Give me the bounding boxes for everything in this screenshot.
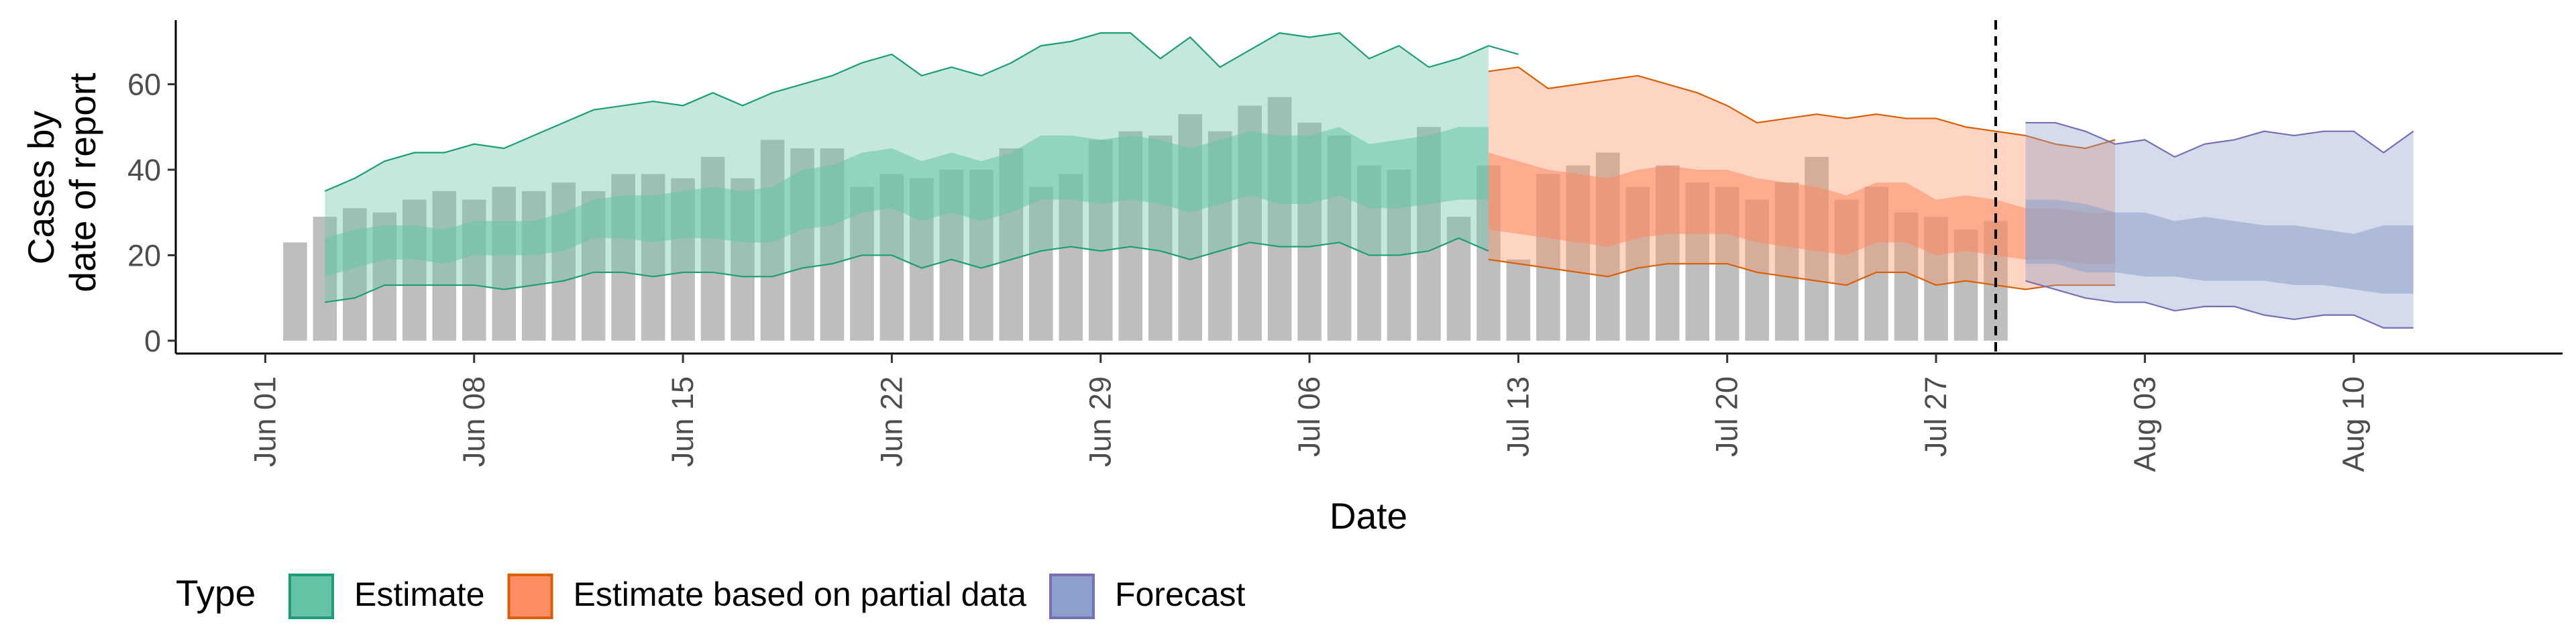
legend: Type Estimate Estimate based on partial da… <box>176 572 1246 619</box>
x-tick-label: Jul 13 <box>1501 376 1535 457</box>
axes: 0 20 40 60 Jun 01 Jun 08 Jun 15 Jun 22 Jun 29 Jul… <box>127 20 2563 472</box>
y-axis-title: Cases by date of report <box>20 72 103 292</box>
legend-swatch <box>507 574 553 619</box>
x-tick-label: Jun 08 <box>457 376 491 467</box>
plot-area <box>283 20 2414 354</box>
data-bar <box>1028 186 1053 341</box>
legend-label: Forecast <box>1115 576 1246 613</box>
x-tick-label: Jun 01 <box>248 376 282 467</box>
lower-bound-line-series-0 <box>325 237 1489 303</box>
upper-bound-line-series-0 <box>324 32 1519 192</box>
x-tick-label: Jun 22 <box>874 376 908 467</box>
data-bar <box>551 182 576 341</box>
x-tick-label: Jul 27 <box>1919 376 1953 457</box>
upper-bound-line-series-1 <box>1488 66 2116 150</box>
x-tick-label: Jul 20 <box>1710 376 1744 457</box>
data-bar <box>521 191 546 341</box>
data-bar <box>1059 174 1083 341</box>
x-tick-label: Jul 06 <box>1292 376 1326 457</box>
x-tick-label: Aug 03 <box>2127 376 2161 472</box>
y-axis-title-line-1: Cases by <box>20 111 62 265</box>
ribbon-50-series-0 <box>325 127 1489 277</box>
data-bar <box>432 191 457 341</box>
data-bar <box>492 186 517 341</box>
y-tick-label: 40 <box>127 153 161 187</box>
legend-swatch <box>288 574 334 619</box>
ribbon-50-series-2 <box>2025 199 2414 294</box>
x-tick-label: Aug 10 <box>2337 376 2371 472</box>
y-tick-label: 0 <box>144 324 161 358</box>
legend-label: Estimate <box>354 576 485 613</box>
x-axis-title: Date <box>1330 495 1407 537</box>
y-tick-label: 20 <box>127 238 161 272</box>
legend-swatch <box>1049 574 1095 619</box>
y-tick-label: 60 <box>127 68 161 102</box>
legend-label: Estimate based on partial data <box>574 576 1027 613</box>
data-bar <box>402 199 427 341</box>
upper-bound-line-series-2 <box>2025 121 2414 158</box>
x-tick-label: Jun 15 <box>665 376 700 467</box>
lower-bound-line-series-1 <box>1488 258 2115 290</box>
data-bar <box>1506 259 1531 341</box>
y-axis-title-line-2: date of report <box>62 72 103 292</box>
ribbon-50-series-1 <box>1488 152 2115 264</box>
data-bar <box>283 242 307 341</box>
x-tick-label: Jun 29 <box>1083 376 1118 467</box>
legend-title: Type <box>176 572 256 614</box>
lower-bound-line-series-2 <box>2025 280 2414 329</box>
